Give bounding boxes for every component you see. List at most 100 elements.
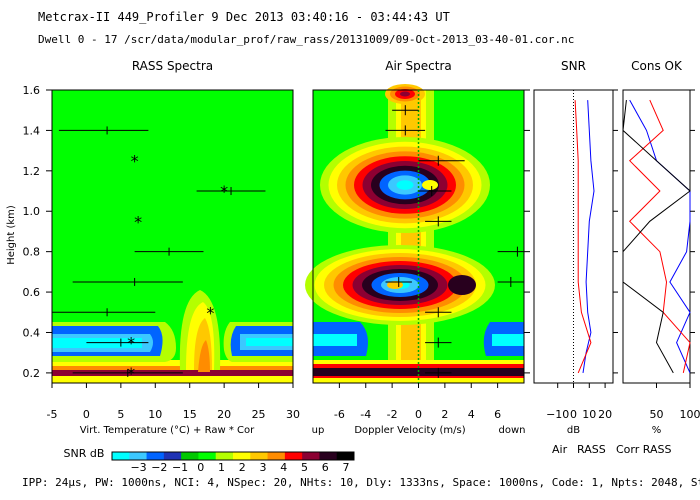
rass-cor-point: * xyxy=(134,212,142,231)
rass-title: RASS Spectra xyxy=(132,59,213,73)
air-blob-mid-right xyxy=(448,275,476,295)
air-spectra-panel: -6 -4 -2 0 2 4 6 Air Spectra Doppler Velocity (m… xyxy=(305,59,530,436)
rass-y-tick-label: 1.6 xyxy=(23,84,41,97)
rass-x-tick-label: 15 xyxy=(183,408,197,421)
snr-series-air xyxy=(582,100,595,373)
legend-air: Air xyxy=(552,443,568,456)
rass-cor-point: * xyxy=(127,334,135,353)
air-blob-upper xyxy=(396,180,414,190)
colorbar-swatch xyxy=(302,452,320,460)
snr-colorbar: −3 −2 −1 0 1 2 3 4 5 6 7 SNR dB xyxy=(64,447,355,474)
cons-x-label: % xyxy=(652,425,662,436)
cons-series-air xyxy=(629,99,691,374)
air-x-label: Doppler Velocity (m/s) xyxy=(354,425,465,436)
colorbar-tick-label: 7 xyxy=(343,461,350,474)
colorbar-tick-label: −1 xyxy=(172,461,188,474)
colorbar-tick-label: 4 xyxy=(280,461,287,474)
rass-plume-orange xyxy=(198,340,210,372)
legend-rass: RASS xyxy=(577,443,606,456)
colorbar-swatch xyxy=(233,452,251,460)
rass-y-tick-label: 1.4 xyxy=(23,124,41,137)
rass-y-tick-label: 0.8 xyxy=(23,246,41,259)
colorbar-swatch xyxy=(146,452,165,460)
rass-cor-point: * xyxy=(127,364,135,383)
colorbar-swatch xyxy=(336,452,355,460)
air-x-tick-label: -6 xyxy=(334,408,345,421)
colorbar-swatch xyxy=(129,452,148,460)
snr-x-tick-label: −10 xyxy=(546,408,569,421)
air-x-tick-label: 6 xyxy=(494,408,501,421)
rass-y-tick-label: 1.2 xyxy=(23,165,41,178)
colorbar-swatch xyxy=(215,452,234,460)
cons-series-corr-rass xyxy=(622,100,691,374)
air-x-tick-label: 2 xyxy=(441,408,448,421)
rass-x-tick-label: 0 xyxy=(83,408,90,421)
rass-y-tick-label: 0.6 xyxy=(23,286,41,299)
air-blob-upper-core xyxy=(422,180,438,190)
colorbar-swatch xyxy=(181,452,199,460)
rass-x-tick-label: 30 xyxy=(286,408,300,421)
rass-x-tick-label: 10 xyxy=(148,408,162,421)
rass-layer-right-cyan xyxy=(246,338,293,346)
air-x-tick-label: 4 xyxy=(468,408,475,421)
cons-frame xyxy=(622,89,691,384)
cons-x-tick-label: 50 xyxy=(650,408,664,421)
snr-panel: −10 0 10 20 SNR dB xyxy=(533,59,618,436)
rass-x-label: Virt. Temperature (°C) + Raw * Cor xyxy=(80,425,255,436)
snr-series-rass xyxy=(574,100,592,374)
air-blob-top xyxy=(400,91,410,97)
rass-y-tick-label: 1.0 xyxy=(23,205,41,218)
rass-cor-point: * xyxy=(131,152,139,171)
colorbar-swatch xyxy=(198,452,217,460)
colorbar-tick-label: 0 xyxy=(197,461,204,474)
colorbar-tick-label: 1 xyxy=(218,461,225,474)
snr-x-label: dB xyxy=(567,425,580,436)
colorbar-title: SNR dB xyxy=(64,447,105,460)
rass-y-tick-label: 0.4 xyxy=(23,326,41,339)
footer-parameters: IPP: 24µs, PW: 1000ns, NCI: 4, NSpec: 20… xyxy=(22,476,700,489)
colorbar-swatch xyxy=(267,452,286,460)
cons-x-tick-label: 100 xyxy=(680,408,700,421)
air-x-label-down: down xyxy=(499,425,526,436)
colorbar-tick-label: −2 xyxy=(151,461,167,474)
air-x-label-up: up xyxy=(312,425,325,436)
header-title: Metcrax-II 449_Profiler 9 Dec 2013 03:40… xyxy=(38,10,450,24)
colorbar-tick-label: 3 xyxy=(260,461,267,474)
colorbar-tick-label: 2 xyxy=(239,461,246,474)
air-title: Air Spectra xyxy=(385,59,452,73)
snr-x-tick-label: 20 xyxy=(598,408,612,421)
colorbar-swatch xyxy=(250,452,269,460)
rass-cor-point: * xyxy=(206,303,214,322)
air-ground-dark xyxy=(313,368,524,376)
air-lowleft-cyan xyxy=(313,334,357,346)
snr-x-tick-label: 0 xyxy=(570,408,577,421)
rass-y-label: Height (km) xyxy=(6,205,17,265)
air-x-tick-label: 0 xyxy=(415,408,422,421)
cons-title: Cons OK xyxy=(631,59,683,73)
air-x-tick-label: -4 xyxy=(360,408,371,421)
colorbar-swatch xyxy=(284,452,303,460)
rass-frame xyxy=(51,89,294,384)
colorbar-frame xyxy=(111,451,355,461)
line-legend: Air RASS Corr RASS xyxy=(552,443,671,456)
colorbar-tick-label: 6 xyxy=(322,461,329,474)
snr-title: SNR xyxy=(561,59,586,73)
rass-x-tick-label: -5 xyxy=(47,408,58,421)
rass-spectra-panel: * * * * * * -5 0 5 10 15 20 25 30 0.2 0.4 0.6 0.8 1.0 1.2 1.… xyxy=(6,59,300,436)
legend-corr-rass: Corr RASS xyxy=(616,443,671,456)
air-lowright-cyan xyxy=(492,334,524,346)
rass-x-tick-label: 20 xyxy=(217,408,231,421)
colorbar-swatch xyxy=(163,452,182,460)
cons-series-rass xyxy=(628,99,691,374)
air-x-tick-label: -2 xyxy=(387,408,398,421)
rass-x-tick-label: 5 xyxy=(117,408,124,421)
snr-x-tick-label: 10 xyxy=(582,408,596,421)
rass-x-tick-label: 25 xyxy=(252,408,266,421)
cons-ok-panel: 50 100 Cons OK% xyxy=(622,59,700,436)
colorbar-swatch xyxy=(319,452,338,460)
rass-cor-point: * xyxy=(220,182,228,201)
header-file-path: Dwell 0 - 17 /scr/data/modular_prof/raw_… xyxy=(38,33,575,46)
colorbar-tick-label: 5 xyxy=(301,461,308,474)
colorbar-tick-label: −3 xyxy=(130,461,146,474)
